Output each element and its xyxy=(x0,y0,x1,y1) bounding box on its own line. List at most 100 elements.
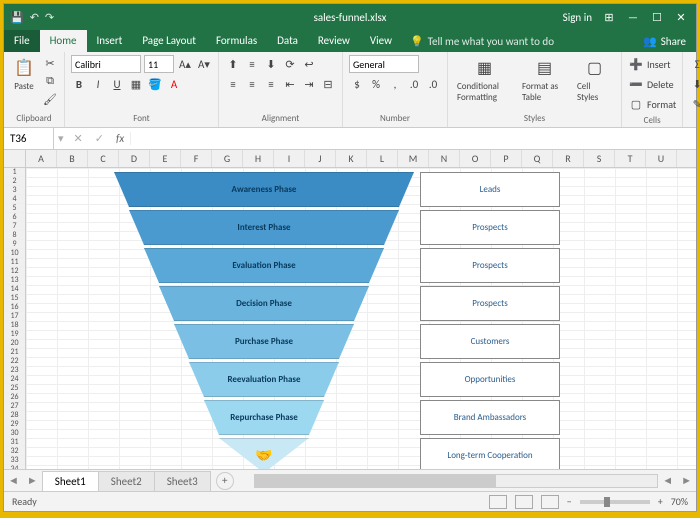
page-layout-view-icon[interactable] xyxy=(515,495,533,509)
format-as-table-button[interactable]: ▤Format as Table xyxy=(519,55,570,105)
col-header[interactable]: O xyxy=(460,150,491,167)
col-header[interactable]: G xyxy=(212,150,243,167)
decrease-font-icon[interactable]: A▾ xyxy=(196,56,212,72)
percent-icon[interactable]: % xyxy=(368,76,384,92)
funnel-side-label[interactable]: Long-term Cooperation xyxy=(420,438,560,469)
tab-page-layout[interactable]: Page Layout xyxy=(132,30,206,52)
comma-icon[interactable]: , xyxy=(387,76,403,92)
font-color-icon[interactable]: A xyxy=(166,76,182,92)
align-left-icon[interactable]: ≡ xyxy=(225,76,241,92)
underline-icon[interactable]: U xyxy=(109,76,125,92)
funnel-segment[interactable]: Purchase Phase xyxy=(174,324,354,359)
align-right-icon[interactable]: ≡ xyxy=(263,76,279,92)
sheet-tab-2[interactable]: Sheet2 xyxy=(98,471,155,491)
tab-insert[interactable]: Insert xyxy=(87,30,133,52)
page-break-view-icon[interactable] xyxy=(541,495,559,509)
col-header[interactable]: Q xyxy=(522,150,553,167)
zoom-level[interactable]: 70% xyxy=(671,495,688,508)
paste-button[interactable]: 📋Paste xyxy=(10,55,38,94)
minimize-icon[interactable]: — xyxy=(626,11,640,24)
fill-icon[interactable]: ⬇ xyxy=(689,76,700,92)
col-header[interactable]: F xyxy=(181,150,212,167)
increase-decimal-icon[interactable]: .0 xyxy=(406,76,422,92)
normal-view-icon[interactable] xyxy=(489,495,507,509)
add-sheet-button[interactable]: + xyxy=(216,472,234,490)
funnel-side-label[interactable]: Prospects xyxy=(420,248,560,283)
save-icon[interactable]: 💾 xyxy=(10,11,24,24)
tab-view[interactable]: View xyxy=(360,30,402,52)
col-header[interactable]: D xyxy=(119,150,150,167)
zoom-out-icon[interactable]: − xyxy=(567,495,572,508)
col-header[interactable]: A xyxy=(26,150,57,167)
col-header[interactable]: I xyxy=(274,150,305,167)
funnel-side-label[interactable]: Opportunities xyxy=(420,362,560,397)
fill-color-icon[interactable]: 🪣 xyxy=(147,76,163,92)
spreadsheet-grid[interactable]: ABCDEFGHIJKLMNOPQRSTU 123456789101112131… xyxy=(4,150,696,469)
col-header[interactable]: P xyxy=(491,150,522,167)
column-headers[interactable]: ABCDEFGHIJKLMNOPQRSTU xyxy=(26,150,696,168)
maximize-icon[interactable]: ☐ xyxy=(650,11,664,24)
font-name-select[interactable] xyxy=(71,55,141,73)
italic-icon[interactable]: I xyxy=(90,76,106,92)
decrease-decimal-icon[interactable]: .0 xyxy=(425,76,441,92)
funnel-segment[interactable]: Evaluation Phase xyxy=(144,248,384,283)
copy-icon[interactable]: ⧉ xyxy=(42,73,58,89)
col-header[interactable]: C xyxy=(88,150,119,167)
fbar-enter-icon[interactable]: ✓ xyxy=(89,132,110,145)
ribbon-options-icon[interactable]: ⊞ xyxy=(602,11,616,24)
funnel-side-label[interactable]: Prospects xyxy=(420,210,560,245)
funnel-segment[interactable]: Interest Phase xyxy=(129,210,399,245)
sheet-tab-3[interactable]: Sheet3 xyxy=(154,471,211,491)
share-button[interactable]: 👥Share xyxy=(633,30,696,52)
col-header[interactable]: T xyxy=(615,150,646,167)
funnel-side-label[interactable]: Customers xyxy=(420,324,560,359)
increase-indent-icon[interactable]: ⇥ xyxy=(301,76,317,92)
fbar-cancel-icon[interactable]: ✕ xyxy=(68,132,89,145)
decrease-indent-icon[interactable]: ⇤ xyxy=(282,76,298,92)
tab-review[interactable]: Review xyxy=(308,30,360,52)
col-header[interactable]: K xyxy=(336,150,367,167)
tab-formulas[interactable]: Formulas xyxy=(206,30,267,52)
funnel-segment[interactable]: Reevaluation Phase xyxy=(189,362,339,397)
horizontal-scrollbar[interactable] xyxy=(254,474,658,488)
col-header[interactable]: L xyxy=(367,150,398,167)
format-painter-icon[interactable]: 🖌 xyxy=(42,91,58,107)
wrap-text-icon[interactable]: ↩ xyxy=(301,56,317,72)
fbar-dropdown-icon[interactable]: ▾ xyxy=(54,132,68,145)
merge-icon[interactable]: ⊟ xyxy=(320,76,336,92)
cut-icon[interactable]: ✂ xyxy=(42,55,58,71)
number-format-select[interactable] xyxy=(349,55,419,73)
tab-data[interactable]: Data xyxy=(267,30,308,52)
format-cells-icon[interactable]: ▢ xyxy=(628,96,644,112)
align-top-icon[interactable]: ⬆ xyxy=(225,56,241,72)
zoom-slider[interactable] xyxy=(580,500,650,504)
funnel-segment[interactable]: Repurchase Phase xyxy=(204,400,324,435)
col-header[interactable]: J xyxy=(305,150,336,167)
col-header[interactable]: B xyxy=(57,150,88,167)
sheet-nav-prev-icon[interactable]: ◄ xyxy=(4,474,23,487)
align-bottom-icon[interactable]: ⬇ xyxy=(263,56,279,72)
clear-icon[interactable]: ✎ xyxy=(689,96,700,112)
col-header[interactable]: R xyxy=(553,150,584,167)
name-box[interactable]: T36 xyxy=(4,128,54,149)
scroll-left-icon[interactable]: ◄ xyxy=(658,474,677,487)
funnel-segment[interactable]: Decision Phase xyxy=(159,286,369,321)
funnel-side-label[interactable]: Brand Ambassadors xyxy=(420,400,560,435)
row-header[interactable]: 34 xyxy=(4,465,25,469)
align-center-icon[interactable]: ≡ xyxy=(244,76,260,92)
funnel-side-label[interactable]: Prospects xyxy=(420,286,560,321)
sales-funnel-diagram[interactable]: Awareness PhaseLeadsInterest PhaseProspe… xyxy=(114,172,614,469)
select-all-corner[interactable] xyxy=(4,150,26,168)
zoom-in-icon[interactable]: + xyxy=(658,495,663,508)
undo-icon[interactable]: ↶ xyxy=(30,11,39,24)
col-header[interactable]: E xyxy=(150,150,181,167)
cell-styles-button[interactable]: ▢Cell Styles xyxy=(574,55,615,105)
fx-icon[interactable]: fx xyxy=(110,132,131,145)
insert-cells-icon[interactable]: ➕ xyxy=(628,56,644,72)
increase-font-icon[interactable]: A▴ xyxy=(177,56,193,72)
col-header[interactable]: H xyxy=(243,150,274,167)
bold-icon[interactable]: B xyxy=(71,76,87,92)
col-header[interactable]: M xyxy=(398,150,429,167)
border-icon[interactable]: ▦ xyxy=(128,76,144,92)
col-header[interactable]: N xyxy=(429,150,460,167)
